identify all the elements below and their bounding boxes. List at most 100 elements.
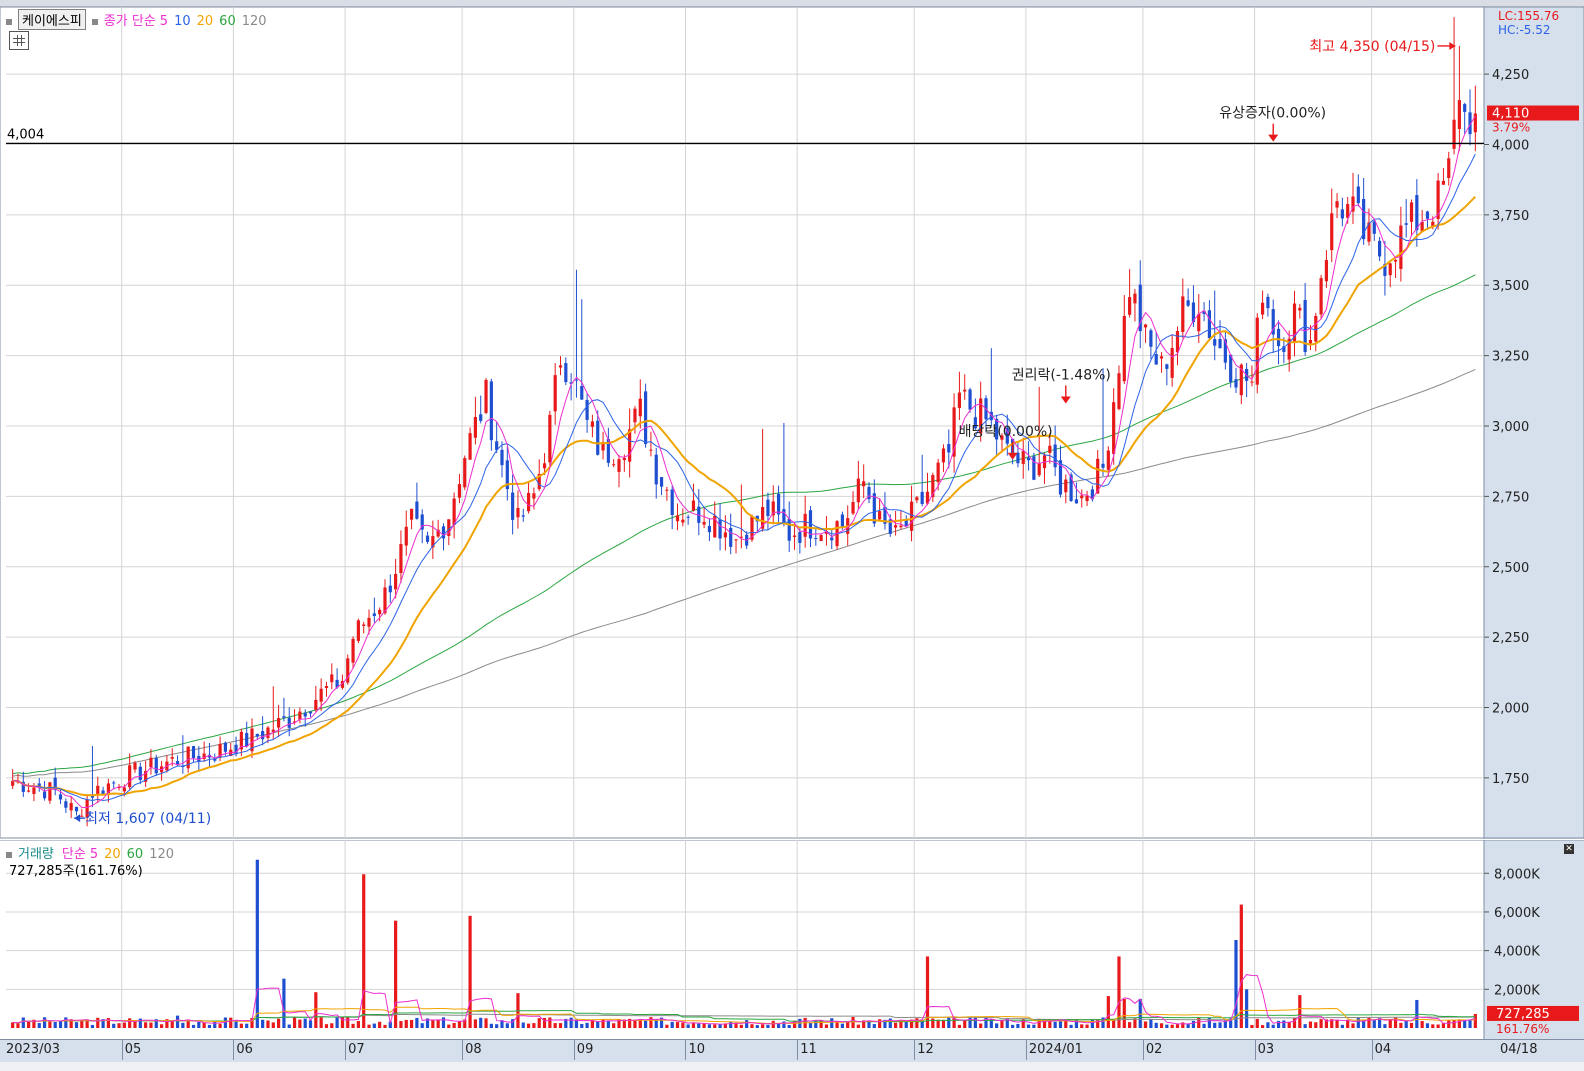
ma10-label[interactable]: 10 bbox=[174, 14, 191, 29]
ma20-label[interactable]: 20 bbox=[196, 14, 214, 29]
candle-body bbox=[1159, 356, 1164, 359]
price-chart[interactable]: 1,750 2,000 2,250 2,500 2,750 3,000 3,250 3,500… bbox=[0, 7, 1584, 839]
volume-label[interactable]: 거래량 bbox=[18, 847, 54, 862]
candle-body bbox=[484, 379, 488, 413]
candle-body bbox=[1218, 338, 1222, 349]
candle-body bbox=[1090, 489, 1094, 500]
ma120-label[interactable]: 120 bbox=[241, 14, 267, 29]
volume-bar bbox=[394, 920, 398, 1028]
volume-bar bbox=[1005, 1018, 1009, 1028]
candle-body bbox=[840, 514, 844, 527]
candle-body bbox=[537, 474, 541, 490]
volume-bar bbox=[872, 1024, 876, 1028]
candle-body bbox=[324, 686, 329, 689]
candle-body bbox=[457, 484, 462, 498]
volume-bar bbox=[473, 1019, 477, 1028]
candle-body bbox=[186, 746, 190, 769]
vol-ma60-label[interactable]: 60 bbox=[126, 847, 144, 862]
volume-bar bbox=[702, 1023, 706, 1028]
candle-body bbox=[1420, 221, 1424, 232]
volume-bar bbox=[314, 992, 318, 1028]
stock-name-button[interactable]: 케이에스피 bbox=[18, 9, 86, 30]
date-tick bbox=[685, 1040, 687, 1060]
ma60-label[interactable]: 60 bbox=[219, 14, 236, 29]
close-icon[interactable]: ✕ bbox=[1564, 844, 1574, 854]
volume-bar bbox=[952, 1017, 956, 1028]
volume-bar bbox=[633, 1019, 637, 1028]
candle-body bbox=[42, 791, 47, 799]
volume-bar bbox=[319, 1017, 323, 1028]
candle-body bbox=[1053, 444, 1057, 468]
scroll-toolbar[interactable] bbox=[0, 1062, 1584, 1071]
volume-bar bbox=[819, 1020, 823, 1028]
volume-bar bbox=[415, 1017, 419, 1028]
volume-bar bbox=[1362, 1020, 1366, 1028]
volume-bar bbox=[718, 1024, 722, 1028]
candle-body bbox=[878, 511, 882, 520]
candle-body bbox=[223, 742, 228, 752]
candle-body bbox=[96, 785, 100, 795]
volume-bar bbox=[468, 915, 472, 1028]
volume-bar bbox=[968, 1017, 972, 1028]
candle-body bbox=[1000, 435, 1004, 440]
volume-bar bbox=[1202, 1023, 1206, 1028]
volume-bar bbox=[112, 1023, 116, 1028]
volume-bar bbox=[96, 1017, 100, 1028]
volume-bar bbox=[1138, 998, 1142, 1028]
volume-bar bbox=[601, 1019, 605, 1028]
candle-body bbox=[234, 744, 238, 755]
candle-body bbox=[303, 712, 307, 717]
volume-bar bbox=[1032, 1024, 1036, 1028]
candle-body bbox=[218, 744, 222, 758]
candle-body bbox=[378, 609, 382, 615]
volume-bar bbox=[1292, 1018, 1297, 1028]
candle-body bbox=[90, 795, 95, 798]
volume-bar bbox=[596, 1021, 600, 1028]
volume-ma-label: 단순 bbox=[61, 847, 86, 862]
volume-axis-panel bbox=[1484, 840, 1584, 1039]
grid-toggle-icon[interactable] bbox=[9, 31, 29, 50]
volume-bar bbox=[511, 1019, 515, 1028]
volume-bar bbox=[713, 1024, 717, 1028]
candle-body bbox=[409, 508, 414, 520]
volume-bar bbox=[745, 1020, 749, 1028]
vol-ma5-label[interactable]: 5 bbox=[89, 847, 99, 862]
volume-bar bbox=[42, 1017, 47, 1028]
candle-body bbox=[612, 464, 616, 466]
price-tick-label: 2,750 bbox=[1492, 490, 1529, 505]
candle-body bbox=[37, 783, 41, 788]
volume-bar bbox=[1186, 1023, 1190, 1028]
volume-tick-label: 4,000K bbox=[1494, 945, 1540, 960]
vol-ma20-label[interactable]: 20 bbox=[104, 847, 121, 862]
volume-bar bbox=[1383, 1024, 1387, 1028]
volume-bar bbox=[1213, 1022, 1217, 1028]
candle-body bbox=[1457, 100, 1461, 129]
volume-bar bbox=[1330, 1019, 1334, 1028]
vol-ma120-label[interactable]: 120 bbox=[149, 847, 175, 862]
volume-bar bbox=[1425, 1023, 1430, 1028]
candle-body bbox=[74, 806, 79, 812]
candle-body bbox=[1048, 445, 1052, 453]
candle-body bbox=[425, 535, 430, 542]
candle-body bbox=[277, 718, 281, 728]
candle-body bbox=[675, 515, 680, 522]
volume-bar bbox=[298, 1019, 302, 1028]
volume-bar bbox=[90, 1024, 95, 1028]
candle-body bbox=[1372, 221, 1376, 234]
ma5-label[interactable]: 5 bbox=[159, 14, 169, 29]
volume-bar bbox=[175, 1015, 180, 1028]
volume-bar bbox=[32, 1019, 36, 1028]
volume-bar bbox=[340, 1017, 345, 1028]
volume-bar bbox=[761, 1024, 765, 1028]
volume-bar bbox=[1431, 1024, 1435, 1028]
candle-body bbox=[1037, 463, 1041, 476]
candle-body bbox=[330, 674, 334, 683]
date-tick-label: 05 bbox=[124, 1042, 142, 1057]
candle-body bbox=[633, 408, 637, 423]
candle-body bbox=[1175, 330, 1180, 353]
volume-bar bbox=[1229, 1018, 1233, 1028]
volume-bar bbox=[48, 1021, 52, 1028]
volume-bar bbox=[920, 1019, 924, 1028]
candle-body bbox=[947, 444, 951, 453]
